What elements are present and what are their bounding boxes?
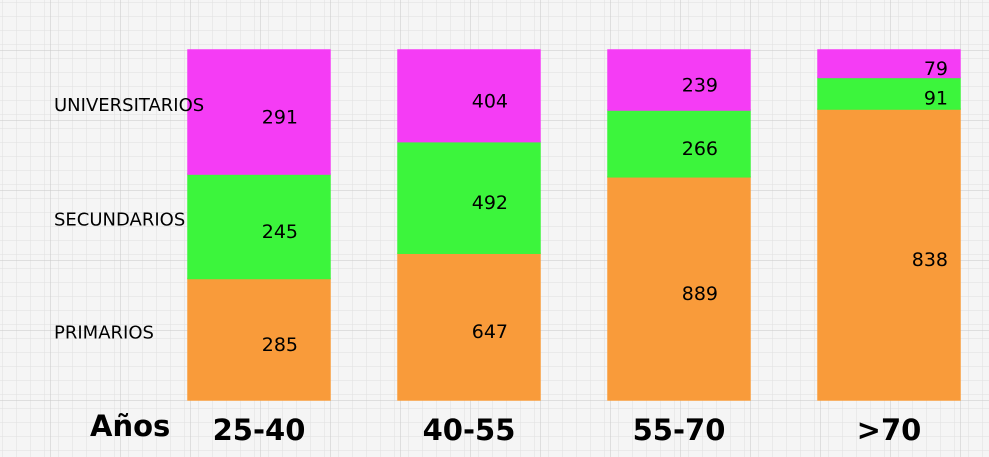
value-label: 239 xyxy=(682,75,718,97)
value-label: 79 xyxy=(924,58,948,80)
value-label: 889 xyxy=(682,283,718,305)
x-tick-label: 25-40 xyxy=(213,413,306,447)
value-label: 838 xyxy=(912,249,948,271)
value-label: 245 xyxy=(262,221,298,243)
bar-segment xyxy=(607,109,751,178)
bar-segment xyxy=(817,76,961,110)
bar-segment xyxy=(187,173,331,280)
bar-segment xyxy=(817,49,961,79)
bar-segment xyxy=(817,108,961,401)
bar-segment xyxy=(607,49,751,111)
bar-segment xyxy=(607,176,751,401)
bar-segment xyxy=(397,140,541,254)
value-label: 285 xyxy=(262,334,298,356)
value-label: 647 xyxy=(472,321,508,343)
value-label: 492 xyxy=(472,192,508,214)
value-label: 291 xyxy=(262,107,298,129)
value-label: 266 xyxy=(682,138,718,160)
series-label: SECUNDARIOS xyxy=(54,209,185,230)
x-tick-label: 40-55 xyxy=(423,413,516,447)
value-label: 404 xyxy=(472,90,508,112)
x-axis-label: Años xyxy=(90,409,170,443)
series-label: UNIVERSITARIOS xyxy=(54,95,204,116)
bar-segment xyxy=(187,277,331,401)
bar-segment xyxy=(397,252,541,401)
bar-segment xyxy=(187,49,331,175)
value-label: 91 xyxy=(924,88,948,110)
x-tick-label: 55-70 xyxy=(633,413,726,447)
bar-segment xyxy=(397,49,541,143)
series-label: PRIMARIOS xyxy=(54,322,154,343)
x-tick-label: >70 xyxy=(857,413,922,447)
